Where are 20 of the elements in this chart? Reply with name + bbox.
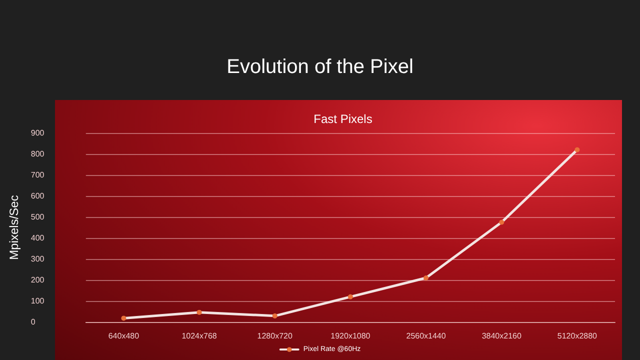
y-tick-label: 0 [30,318,36,326]
y-axis-title: Mpixels/Sec [7,195,21,260]
chart-subtitle: Fast Pixels [314,112,372,126]
y-tick-label: 100 [30,296,45,306]
y-tick-label: 700 [30,170,45,180]
x-tick-label: 640x480 [108,332,140,340]
y-tick-label: 900 [30,128,45,138]
y-tick-label: 400 [30,234,45,242]
x-tick-label: 5120x2880 [557,332,598,340]
x-tick-label: 2560x1440 [406,332,446,340]
x-tick-label: 1920x1080 [330,332,371,340]
x-tick-label: 3840x2160 [482,332,522,340]
y-tick-label: 600 [30,192,45,200]
y-tick-label: 200 [30,276,45,284]
x-tick-label: 1280x720 [257,332,293,340]
y-tick-label: 300 [30,254,45,264]
chart-title: Evolution of the Pixel [226,56,414,78]
y-tick-label: 800 [30,150,45,158]
x-tick-label: 1024x768 [182,332,218,340]
y-tick-label: 500 [30,212,45,222]
